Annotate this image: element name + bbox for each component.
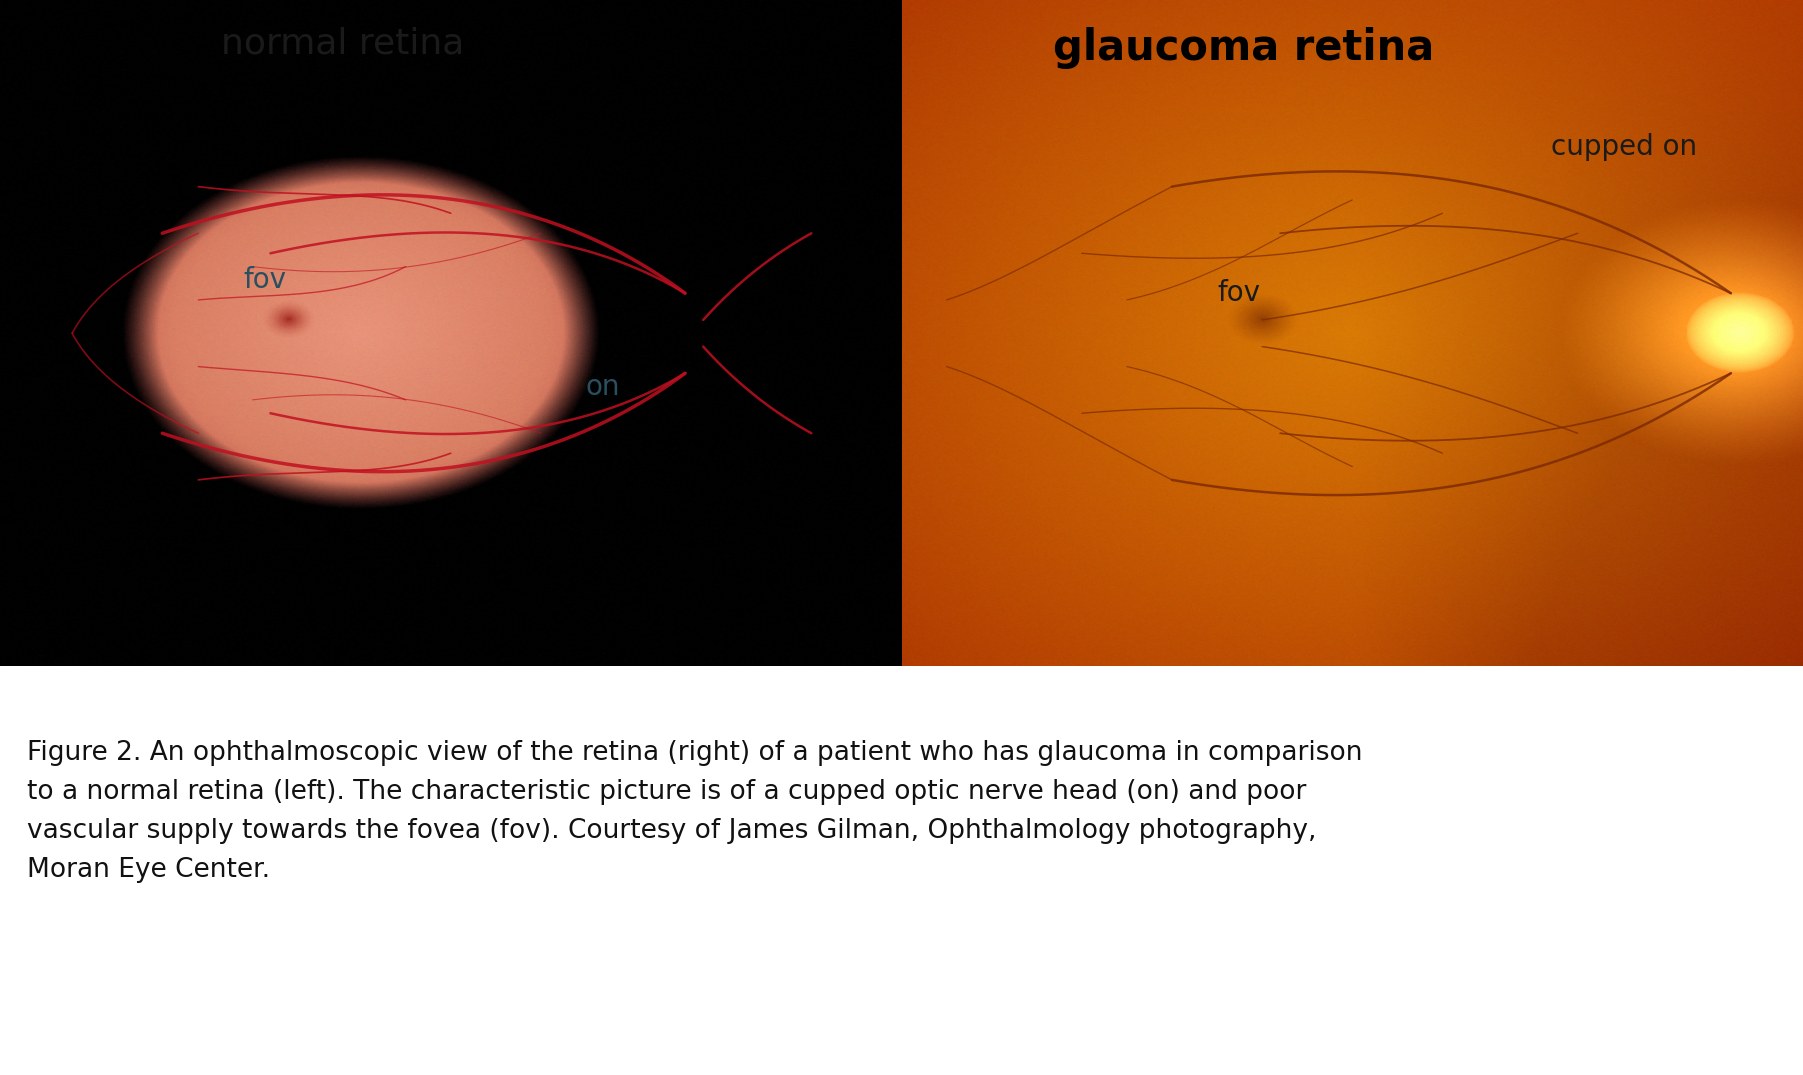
Text: fov: fov (1217, 280, 1260, 307)
Text: normal retina: normal retina (222, 27, 463, 60)
Text: fov: fov (243, 266, 287, 293)
Text: glaucoma retina: glaucoma retina (1053, 27, 1435, 69)
Text: Figure 2. An ophthalmoscopic view of the retina (right) of a patient who has gla: Figure 2. An ophthalmoscopic view of the… (27, 740, 1363, 883)
Text: cupped on: cupped on (1551, 132, 1697, 160)
Text: on: on (586, 373, 620, 401)
